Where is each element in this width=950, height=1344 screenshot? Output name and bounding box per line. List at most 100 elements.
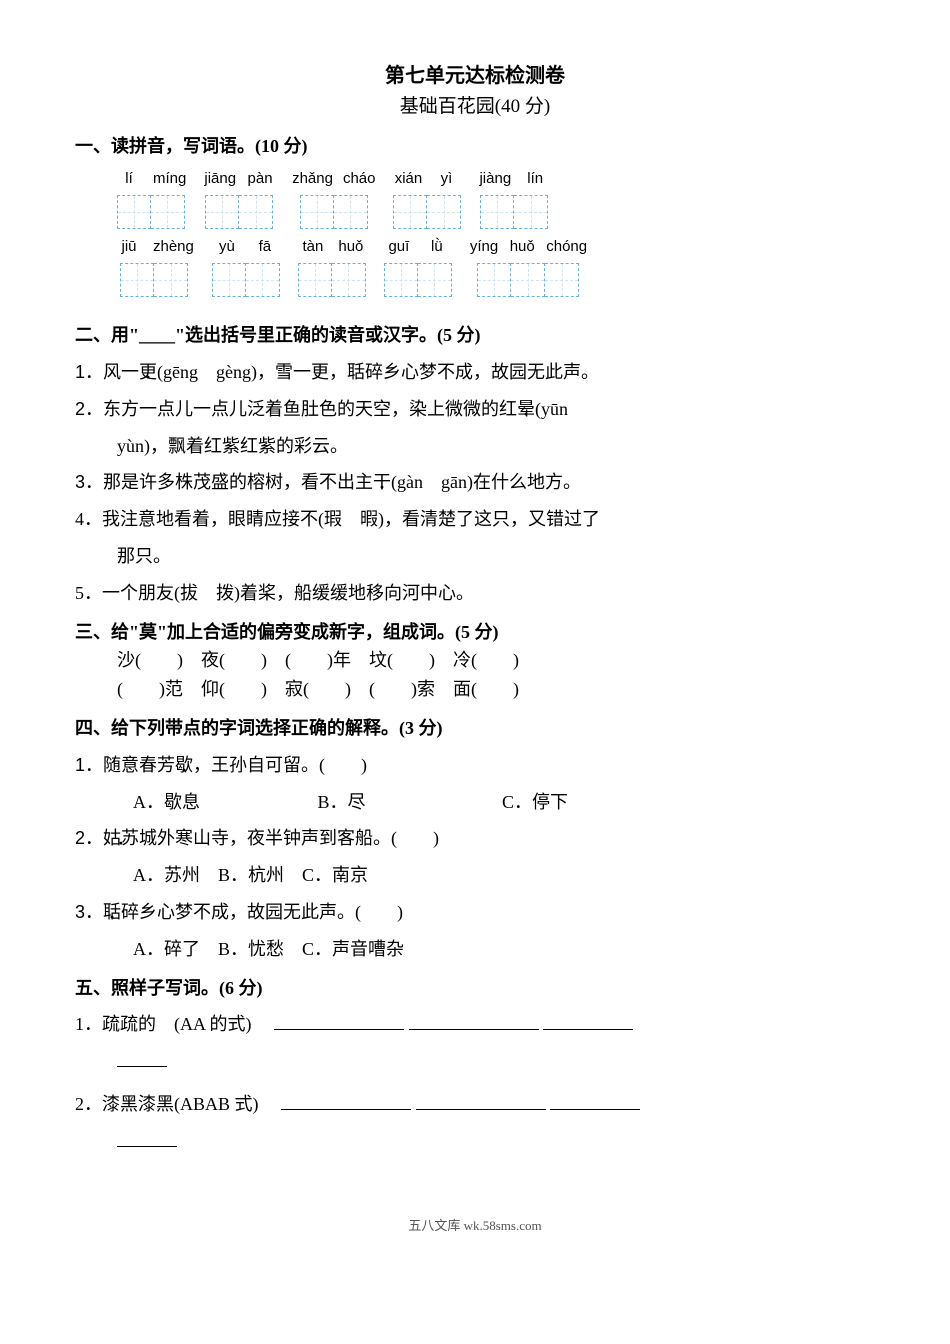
blank-line[interactable] xyxy=(274,1011,404,1030)
char-box[interactable] xyxy=(511,263,545,297)
char-box[interactable] xyxy=(117,195,151,229)
blank-line[interactable] xyxy=(543,1011,633,1030)
section4-head: 四、给下列带点的字词选择正确的解释。(3 分) xyxy=(75,714,875,743)
pinyin: jiū xyxy=(115,235,143,259)
pinyin-group: yù fā xyxy=(212,235,280,297)
question-5-2: 2．漆黑漆黑(ABAB 式) xyxy=(75,1090,875,1119)
dotted-char: 歇 xyxy=(175,755,193,775)
pinyin-group: lí míng xyxy=(115,167,186,229)
char-box[interactable] xyxy=(151,195,185,229)
q-text: 1．疏疏的 (AA 的式) xyxy=(75,1014,270,1034)
pinyin-labels: jiū zhèng xyxy=(115,235,194,259)
pinyin: lí xyxy=(115,167,143,191)
q-text: 1．风一 xyxy=(75,362,139,382)
blank-row xyxy=(117,1127,875,1156)
dotted-char: 晕 xyxy=(517,399,535,419)
char-box[interactable] xyxy=(154,263,188,297)
question-2-4b: 那只。 xyxy=(117,542,875,571)
page-title: 第七单元达标检测卷 xyxy=(75,60,875,92)
page-footer: 五八文库 wk.58sms.com xyxy=(75,1216,875,1237)
q-text: (yūn xyxy=(535,399,568,419)
char-box[interactable] xyxy=(393,195,427,229)
pinyin: lǜ xyxy=(423,235,451,259)
section3-line1: 沙( ) 夜( ) ( )年 坟( ) 冷( ) xyxy=(117,646,875,675)
char-box[interactable] xyxy=(239,195,273,229)
q-text: 3．那是许多株茂盛的榕树，看不出主 xyxy=(75,472,373,492)
q-text: (gàn gān)在什么地方。 xyxy=(391,472,581,492)
char-box[interactable] xyxy=(514,195,548,229)
char-box[interactable] xyxy=(418,263,452,297)
pinyin: yì xyxy=(432,167,460,191)
pinyin-group: jiū zhèng xyxy=(115,235,194,297)
dotted-char: 干 xyxy=(373,472,391,492)
blank-line[interactable] xyxy=(117,1048,167,1067)
question-2-3: 3．那是许多株茂盛的榕树，看不出主干(gàn gān)在什么地方。 xyxy=(75,468,875,497)
blank-line[interactable] xyxy=(117,1128,177,1147)
char-box[interactable] xyxy=(298,263,332,297)
char-box[interactable] xyxy=(334,195,368,229)
section2-head: 二、用"____"选出括号里正确的读音或汉字。(5 分) xyxy=(75,321,875,350)
pinyin: chóng xyxy=(546,235,587,259)
char-box[interactable] xyxy=(120,263,154,297)
char-box[interactable] xyxy=(477,263,511,297)
pinyin: zhǎng xyxy=(292,167,333,191)
question-2-2: 2．东方一点儿一点儿泛着鱼肚色的天空，染上微微的红晕(yūn xyxy=(75,395,875,424)
section5-head: 五、照样子写词。(6 分) xyxy=(75,974,875,1003)
blank-line[interactable] xyxy=(416,1091,546,1110)
char-box[interactable] xyxy=(212,263,246,297)
q-text: ，王孙自可留。( ) xyxy=(193,755,367,775)
pinyin-labels: lí míng xyxy=(115,167,186,191)
pinyin-group: guī lǜ xyxy=(384,235,452,297)
q-text: 城外寒山寺，夜半钟声到客船。( ) xyxy=(139,828,439,848)
question-2-2b: yùn)，飘着红紫红紫的彩云。 xyxy=(117,432,875,461)
pinyin: huǒ xyxy=(337,235,365,259)
blank-line[interactable] xyxy=(409,1011,539,1030)
question-2-4: 4．我注意地看着，眼睛应接不(瑕 暇)，看清楚了这只，又错过了 xyxy=(75,505,875,534)
question-4-3: 3．聒碎乡心梦不成，故园无此声。( ) xyxy=(75,898,875,927)
pinyin-group: yíng huǒ chóng xyxy=(470,235,587,297)
section3-head: 三、给"莫"加上合适的偏旁变成新字，组成词。(5 分) xyxy=(75,618,875,647)
pinyin: cháo xyxy=(343,167,376,191)
char-box[interactable] xyxy=(205,195,239,229)
pinyin: guī xyxy=(385,235,413,259)
question-2-5: 5．一个朋友(拔 拨)着桨，船缓缓地移向河中心。 xyxy=(75,579,875,608)
choice-c: C．停下 xyxy=(502,792,568,812)
blank-line[interactable] xyxy=(281,1091,411,1110)
pinyin: xián xyxy=(394,167,422,191)
page-subtitle: 基础百花园(40 分) xyxy=(75,92,875,122)
blank-row xyxy=(117,1047,875,1076)
q-text: 1．随意春芳 xyxy=(75,755,175,775)
char-box[interactable] xyxy=(480,195,514,229)
pinyin: zhèng xyxy=(153,235,194,259)
pinyin-labels: zhǎng cháo xyxy=(292,167,375,191)
char-box[interactable] xyxy=(384,263,418,297)
pinyin-labels: jiàng lín xyxy=(479,167,549,191)
char-box[interactable] xyxy=(427,195,461,229)
choice-a: A．歇息 xyxy=(133,788,313,817)
pinyin: fā xyxy=(251,235,279,259)
pinyin: míng xyxy=(153,167,186,191)
pinyin: lín xyxy=(521,167,549,191)
pinyin: huǒ xyxy=(508,235,536,259)
question-4-1: 1．随意春芳歇，王孙自可留。( ) xyxy=(75,751,875,780)
pinyin: pàn xyxy=(246,167,274,191)
question-4-2-choices: A．苏州 B．杭州 C．南京 xyxy=(133,861,875,890)
pinyin-labels: jiāng pàn xyxy=(204,167,274,191)
pinyin: jiāng xyxy=(204,167,236,191)
pinyin-labels: xián yì xyxy=(394,167,460,191)
section3-line2: ( )范 仰( ) 寂( ) ( )索 面( ) xyxy=(117,675,875,704)
q-text: 碎乡心梦不成，故园无此声。( ) xyxy=(121,902,403,922)
char-box[interactable] xyxy=(332,263,366,297)
pinyin-row-2: jiū zhèng yù fā tàn huǒ guī lǜ yíng huǒ … xyxy=(115,235,875,297)
char-box[interactable] xyxy=(300,195,334,229)
pinyin-labels: yíng huǒ chóng xyxy=(470,235,587,259)
pinyin-group: xián yì xyxy=(393,167,461,229)
dotted-char: 更 xyxy=(139,362,157,382)
blank-line[interactable] xyxy=(550,1091,640,1110)
section1-head: 一、读拼音，写词语。(10 分) xyxy=(75,132,875,161)
pinyin-row-1: lí míng jiāng pàn zhǎng cháo xián yì jià… xyxy=(115,167,875,229)
char-box[interactable] xyxy=(545,263,579,297)
question-2-1: 1．风一更(gēng gèng)，雪一更，聒碎乡心梦不成，故园无此声。 xyxy=(75,358,875,387)
q-text: 2． xyxy=(75,828,103,848)
char-box[interactable] xyxy=(246,263,280,297)
